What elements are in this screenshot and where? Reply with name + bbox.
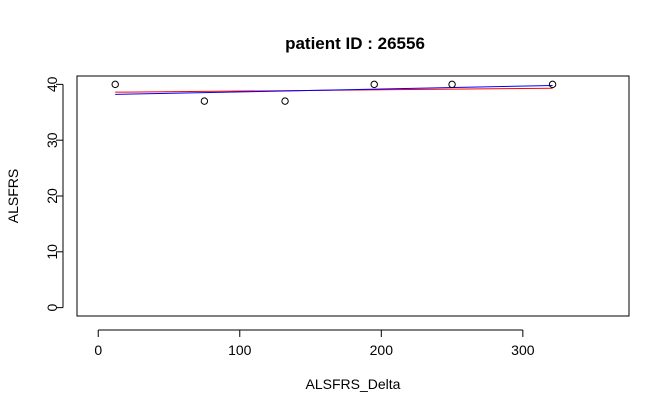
- chart-title: patient ID : 26556: [285, 34, 425, 53]
- x-tick-label: 200: [370, 342, 394, 358]
- data-point: [111, 80, 119, 89]
- x-tick-label: 100: [228, 342, 252, 358]
- y-tick-label: 30: [44, 132, 60, 148]
- data-points: [111, 80, 557, 105]
- y-tick-label: 0: [44, 304, 60, 312]
- data-point: [548, 80, 557, 89]
- fit-line: [115, 84, 553, 95]
- y-axis: 0 10 20 30 40: [44, 76, 64, 312]
- data-point: [281, 97, 289, 105]
- x-tick-label: 0: [94, 342, 102, 358]
- data-point: [370, 80, 378, 89]
- y-tick-label: 20: [44, 188, 60, 204]
- x-axis-label: ALSFRS_Delta: [306, 376, 401, 392]
- fit-lines: [115, 84, 553, 95]
- data-point: [448, 80, 456, 89]
- y-tick-label: 40: [44, 76, 60, 92]
- y-axis-label: ALSFRS: [5, 169, 21, 223]
- plot-area-frame: [76, 75, 630, 317]
- data-point: [200, 97, 209, 105]
- y-tick-label: 10: [44, 244, 60, 260]
- x-tick-label: 300: [511, 342, 535, 358]
- x-axis: 0 100 200 300: [94, 329, 535, 358]
